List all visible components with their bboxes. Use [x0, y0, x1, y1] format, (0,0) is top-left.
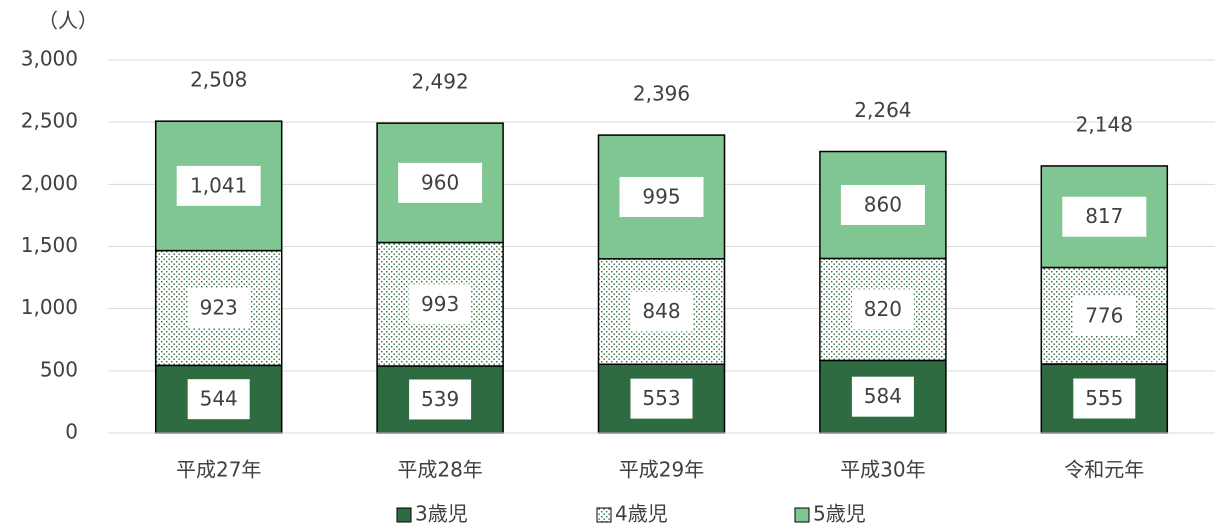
label-box [1073, 378, 1136, 419]
total-label: 2,264 [854, 98, 911, 122]
label-box [851, 289, 914, 330]
data-label: 993 [421, 292, 459, 316]
x-tick-label: 平成27年 [176, 458, 261, 482]
legend-label: 5歳児 [813, 502, 866, 526]
y-unit: （人） [38, 9, 98, 33]
data-label: 776 [1085, 303, 1123, 327]
y-tick-label: 2,500 [21, 109, 78, 133]
legend-swatch [396, 507, 412, 523]
data-label: 544 [200, 387, 238, 411]
label-box [851, 376, 914, 417]
data-label: 923 [200, 295, 238, 319]
y-tick-label: 500 [40, 357, 78, 381]
y-tick-label: 3,000 [21, 47, 78, 71]
total-label: 2,508 [190, 68, 247, 92]
y-tick-label: 1,000 [21, 295, 78, 319]
legend-label: 3歳児 [415, 502, 468, 526]
data-label: 820 [864, 297, 902, 321]
label-box [1062, 196, 1147, 237]
data-label: 995 [642, 184, 680, 208]
total-label: 2,396 [633, 82, 690, 106]
x-tick-label: 平成30年 [840, 458, 925, 482]
label-box [630, 378, 693, 419]
label-box [409, 284, 472, 325]
total-label: 2,492 [411, 70, 468, 94]
label-box [630, 291, 693, 332]
legend-label: 4歳児 [615, 502, 668, 526]
y-tick-label: 1,500 [21, 233, 78, 257]
label-box [840, 184, 925, 225]
legend-swatch [596, 507, 612, 523]
label-box [187, 287, 250, 328]
data-label: 584 [864, 384, 902, 408]
data-label: 553 [642, 386, 680, 410]
label-box [398, 162, 483, 203]
legend-swatch [794, 507, 810, 523]
label-box [176, 165, 261, 206]
data-label: 860 [864, 192, 902, 216]
y-tick-label: 0 [65, 420, 78, 444]
data-label: 555 [1085, 386, 1123, 410]
label-box [619, 176, 704, 217]
label-box [1073, 295, 1136, 336]
x-tick-label: 平成28年 [397, 458, 482, 482]
x-tick-label: 平成29年 [619, 458, 704, 482]
label-box [187, 379, 250, 420]
total-label: 2,148 [1076, 112, 1133, 136]
data-label: 960 [421, 170, 459, 194]
label-box [409, 379, 472, 420]
data-label: 848 [642, 299, 680, 323]
data-label: 539 [421, 387, 459, 411]
x-tick-label: 令和元年 [1064, 458, 1144, 482]
data-label: 1,041 [190, 173, 247, 197]
data-label: 817 [1085, 204, 1123, 228]
y-tick-label: 2,000 [21, 171, 78, 195]
